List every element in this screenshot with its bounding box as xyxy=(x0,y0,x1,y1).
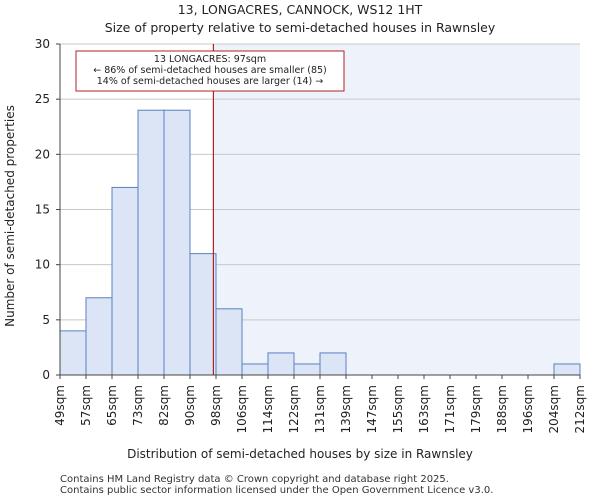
y-tick-label-4: 20 xyxy=(35,147,50,161)
x-tick-label-18: 196sqm xyxy=(521,385,535,433)
x-tick-label-11: 139sqm xyxy=(339,385,353,433)
bar-98sqm xyxy=(215,308,243,376)
annotation-line-3: 14% of semi-detached houses are larger (… xyxy=(97,76,324,87)
bar-57sqm xyxy=(85,297,113,376)
y-tick-label-6: 30 xyxy=(35,37,50,51)
x-tick-label-10: 131sqm xyxy=(313,385,327,433)
x-tick-label-17: 188sqm xyxy=(495,385,509,433)
y-axis-label: Number of semi-detached properties xyxy=(3,105,17,327)
y-tick-label-3: 15 xyxy=(35,203,50,217)
annotation-box: 13 LONGACRES: 97sqm ← 86% of semi-detach… xyxy=(75,50,345,92)
x-tick-label-4: 82sqm xyxy=(157,385,171,426)
y-tick-label-5: 25 xyxy=(35,92,50,106)
x-tick-label-8: 114sqm xyxy=(261,385,275,433)
x-tick-label-16: 179sqm xyxy=(469,385,483,433)
bar-122sqm xyxy=(293,363,321,376)
x-tick-label-7: 106sqm xyxy=(235,385,249,433)
histogram-chart: 13, LONGACRES, CANNOCK, WS12 1HT Size of… xyxy=(3,2,587,461)
y-tick-label-1: 5 xyxy=(42,313,50,327)
chart-subtitle: Size of property relative to semi-detach… xyxy=(105,20,496,35)
bar-73sqm xyxy=(137,109,165,376)
bar-65sqm xyxy=(111,186,139,376)
x-tick-label-0: 49sqm xyxy=(53,385,67,426)
x-tick-labels: 49sqm 57sqm 65sqm 73sqm 82sqm 90sqm 98sqm 106sq… xyxy=(53,375,587,433)
y-tick-label-0: 0 xyxy=(42,368,50,382)
annotation-line-2: ← 86% of semi-detached houses are smalle… xyxy=(93,65,327,76)
x-tick-label-5: 90sqm xyxy=(183,385,197,426)
chart-title: 13, LONGACRES, CANNOCK, WS12 1HT xyxy=(178,2,423,17)
y-tick-labels: 0 5 10 15 20 25 30 xyxy=(35,37,60,382)
x-tick-label-13: 155sqm xyxy=(391,385,405,433)
x-tick-label-15: 171sqm xyxy=(443,385,457,433)
x-tick-label-6: 98sqm xyxy=(209,385,223,426)
x-tick-label-19: 204sqm xyxy=(547,385,561,433)
y-tick-label-2: 10 xyxy=(35,258,50,272)
x-tick-label-20: 212sqm xyxy=(573,385,587,433)
bar-106sqm xyxy=(241,363,269,376)
bar-90sqm xyxy=(189,253,217,376)
x-tick-label-2: 65sqm xyxy=(105,385,119,426)
bar-49sqm xyxy=(59,330,87,376)
annotation-line-1: 13 LONGACRES: 97sqm xyxy=(154,54,266,65)
bar-131sqm xyxy=(319,352,347,376)
x-tick-label-3: 73sqm xyxy=(131,385,145,426)
x-tick-label-12: 147sqm xyxy=(365,385,379,433)
bar-204sqm xyxy=(553,363,581,376)
footer-line-1: Contains HM Land Registry data © Crown c… xyxy=(60,474,449,485)
x-tick-label-9: 122sqm xyxy=(287,385,301,433)
bar-114sqm xyxy=(267,352,295,376)
footer-line-2: Contains public sector information licen… xyxy=(60,485,494,496)
x-tick-label-14: 163sqm xyxy=(417,385,431,433)
x-axis-label: Distribution of semi-detached houses by … xyxy=(127,447,473,461)
x-tick-label-1: 57sqm xyxy=(79,385,93,426)
bar-82sqm xyxy=(163,109,191,376)
